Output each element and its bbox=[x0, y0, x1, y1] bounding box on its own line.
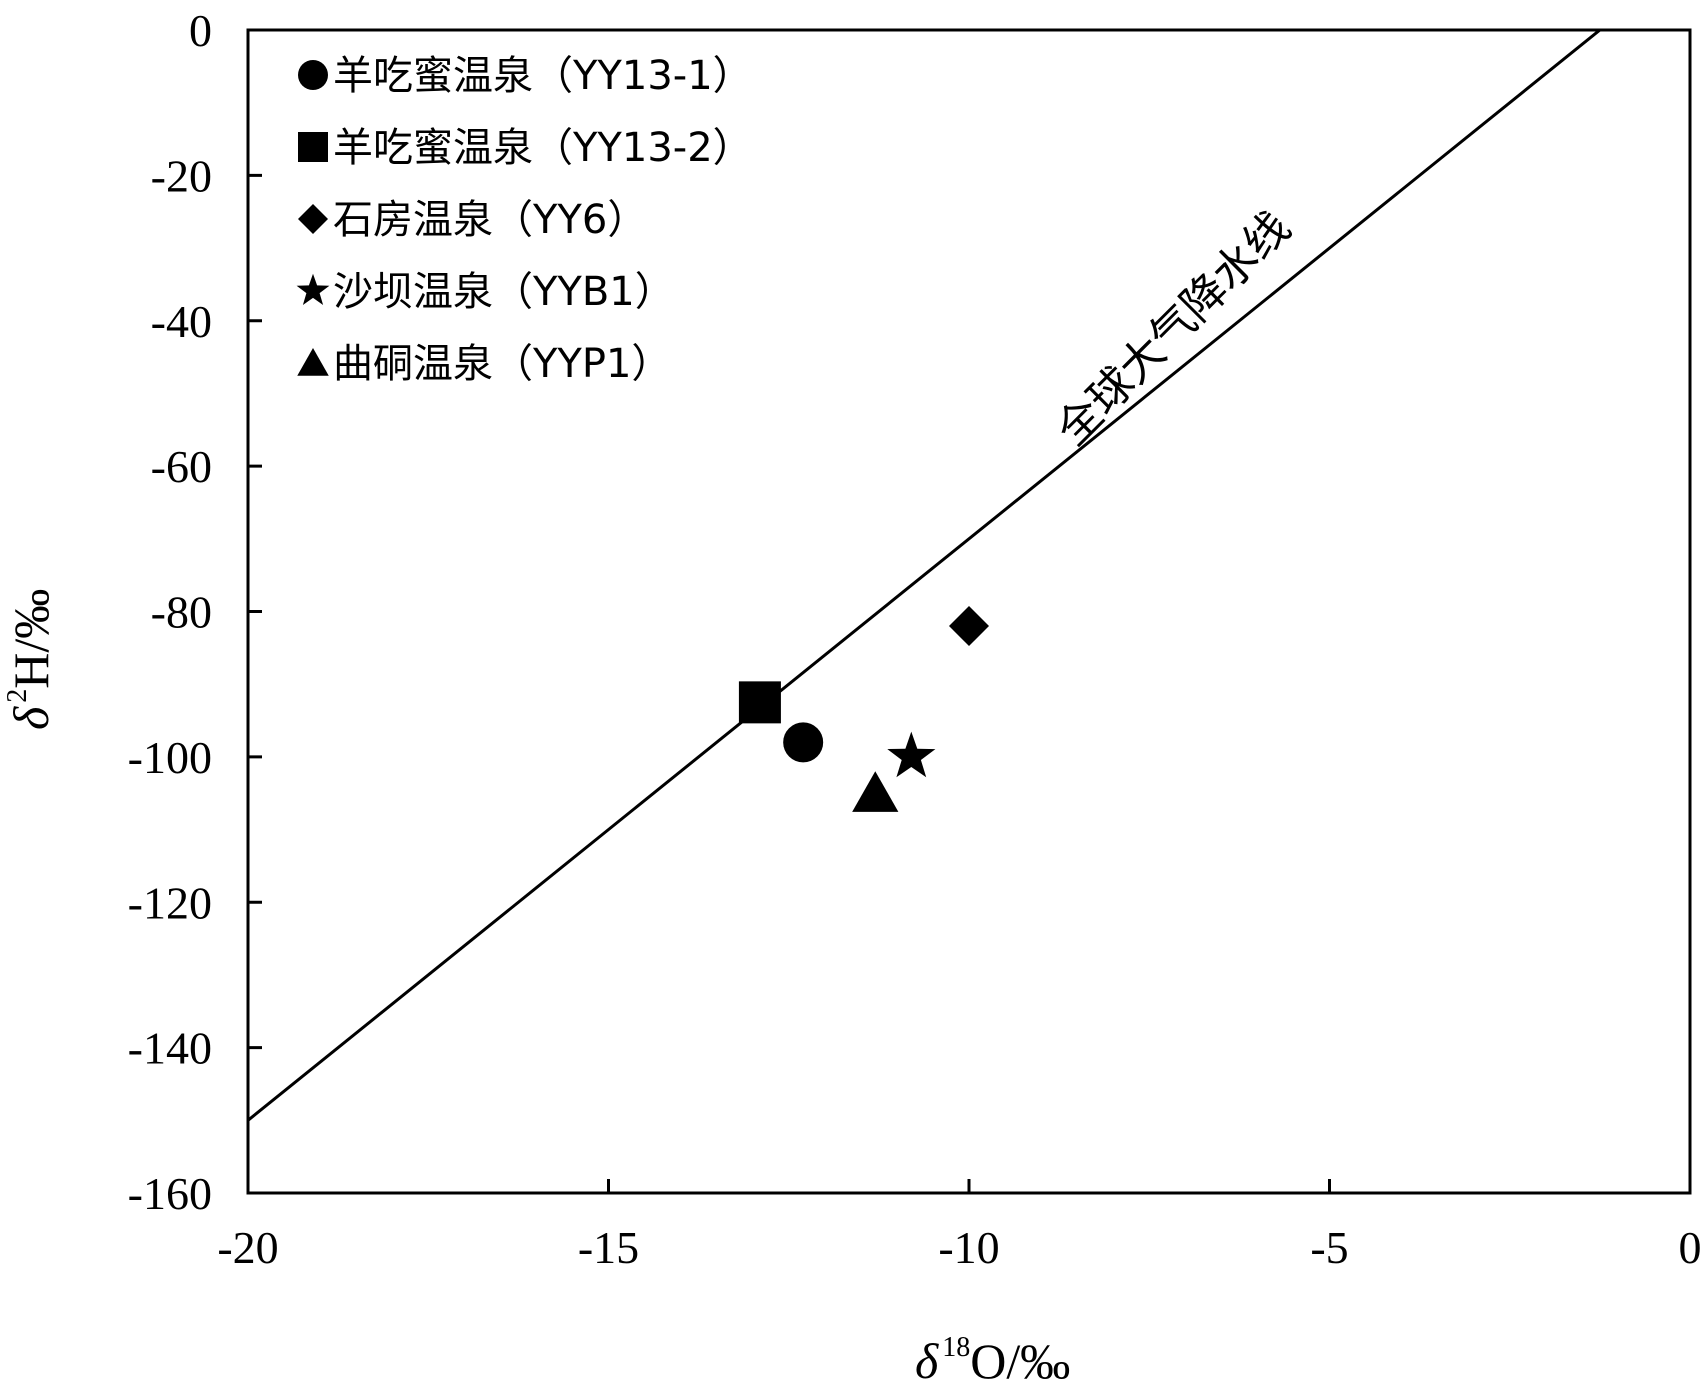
x-tick-label: -5 bbox=[1310, 1222, 1348, 1273]
data-points bbox=[738, 606, 989, 812]
x-tick-label: -10 bbox=[938, 1222, 999, 1273]
square-point bbox=[738, 681, 781, 724]
y-tick-label: -120 bbox=[128, 877, 212, 928]
y-tick-label: -160 bbox=[128, 1168, 212, 1219]
reference-line-label: 全球大气降水线 bbox=[1047, 202, 1301, 456]
axes: -20 -15 -10 -5 0 0 -20 -40 -60 -80 -100 -120 -140 -16… bbox=[128, 5, 1702, 1273]
x-tick-label: 0 bbox=[1679, 1222, 1702, 1273]
legend-circle-marker bbox=[298, 60, 328, 90]
star-point bbox=[887, 731, 936, 778]
y-tick-label: -140 bbox=[128, 1023, 212, 1074]
x-tick-label: -15 bbox=[578, 1222, 639, 1273]
legend-label: 羊吃蜜温泉（YY13-1） bbox=[333, 53, 753, 99]
x-axis-title: δ 18O/‰ bbox=[915, 1332, 1070, 1389]
diamond-point bbox=[949, 606, 989, 647]
legend-triangle-marker bbox=[297, 348, 329, 376]
legend: 羊吃蜜温泉（YY13-1） 羊吃蜜温泉（YY13-2） 石房温泉（YY6） 沙坝温泉（… bbox=[296, 53, 753, 387]
legend-label: 石房温泉（YY6） bbox=[333, 197, 647, 243]
y-tick-label: -20 bbox=[151, 150, 212, 201]
y-tick-label: -60 bbox=[151, 441, 212, 492]
legend-label: 沙坝温泉（YYB1） bbox=[333, 269, 675, 315]
legend-label: 曲硐温泉（YYP1） bbox=[333, 341, 671, 387]
reference-line bbox=[248, 30, 1603, 1122]
legend-star-marker bbox=[296, 273, 330, 305]
triangle-point bbox=[852, 771, 899, 812]
x-tick-label: -20 bbox=[217, 1222, 278, 1273]
y-tick-label: -40 bbox=[151, 296, 212, 347]
legend-diamond-marker bbox=[298, 204, 328, 234]
y-tick-label: 0 bbox=[189, 5, 212, 56]
legend-square-marker bbox=[298, 132, 328, 162]
y-tick-label: -80 bbox=[151, 587, 212, 638]
circle-point bbox=[783, 722, 824, 763]
legend-label: 羊吃蜜温泉（YY13-2） bbox=[333, 125, 753, 171]
y-tick-label: -100 bbox=[128, 732, 212, 783]
plot-area bbox=[246, 28, 1692, 1195]
y-axis-title: δ2H/‰ bbox=[2, 589, 59, 730]
